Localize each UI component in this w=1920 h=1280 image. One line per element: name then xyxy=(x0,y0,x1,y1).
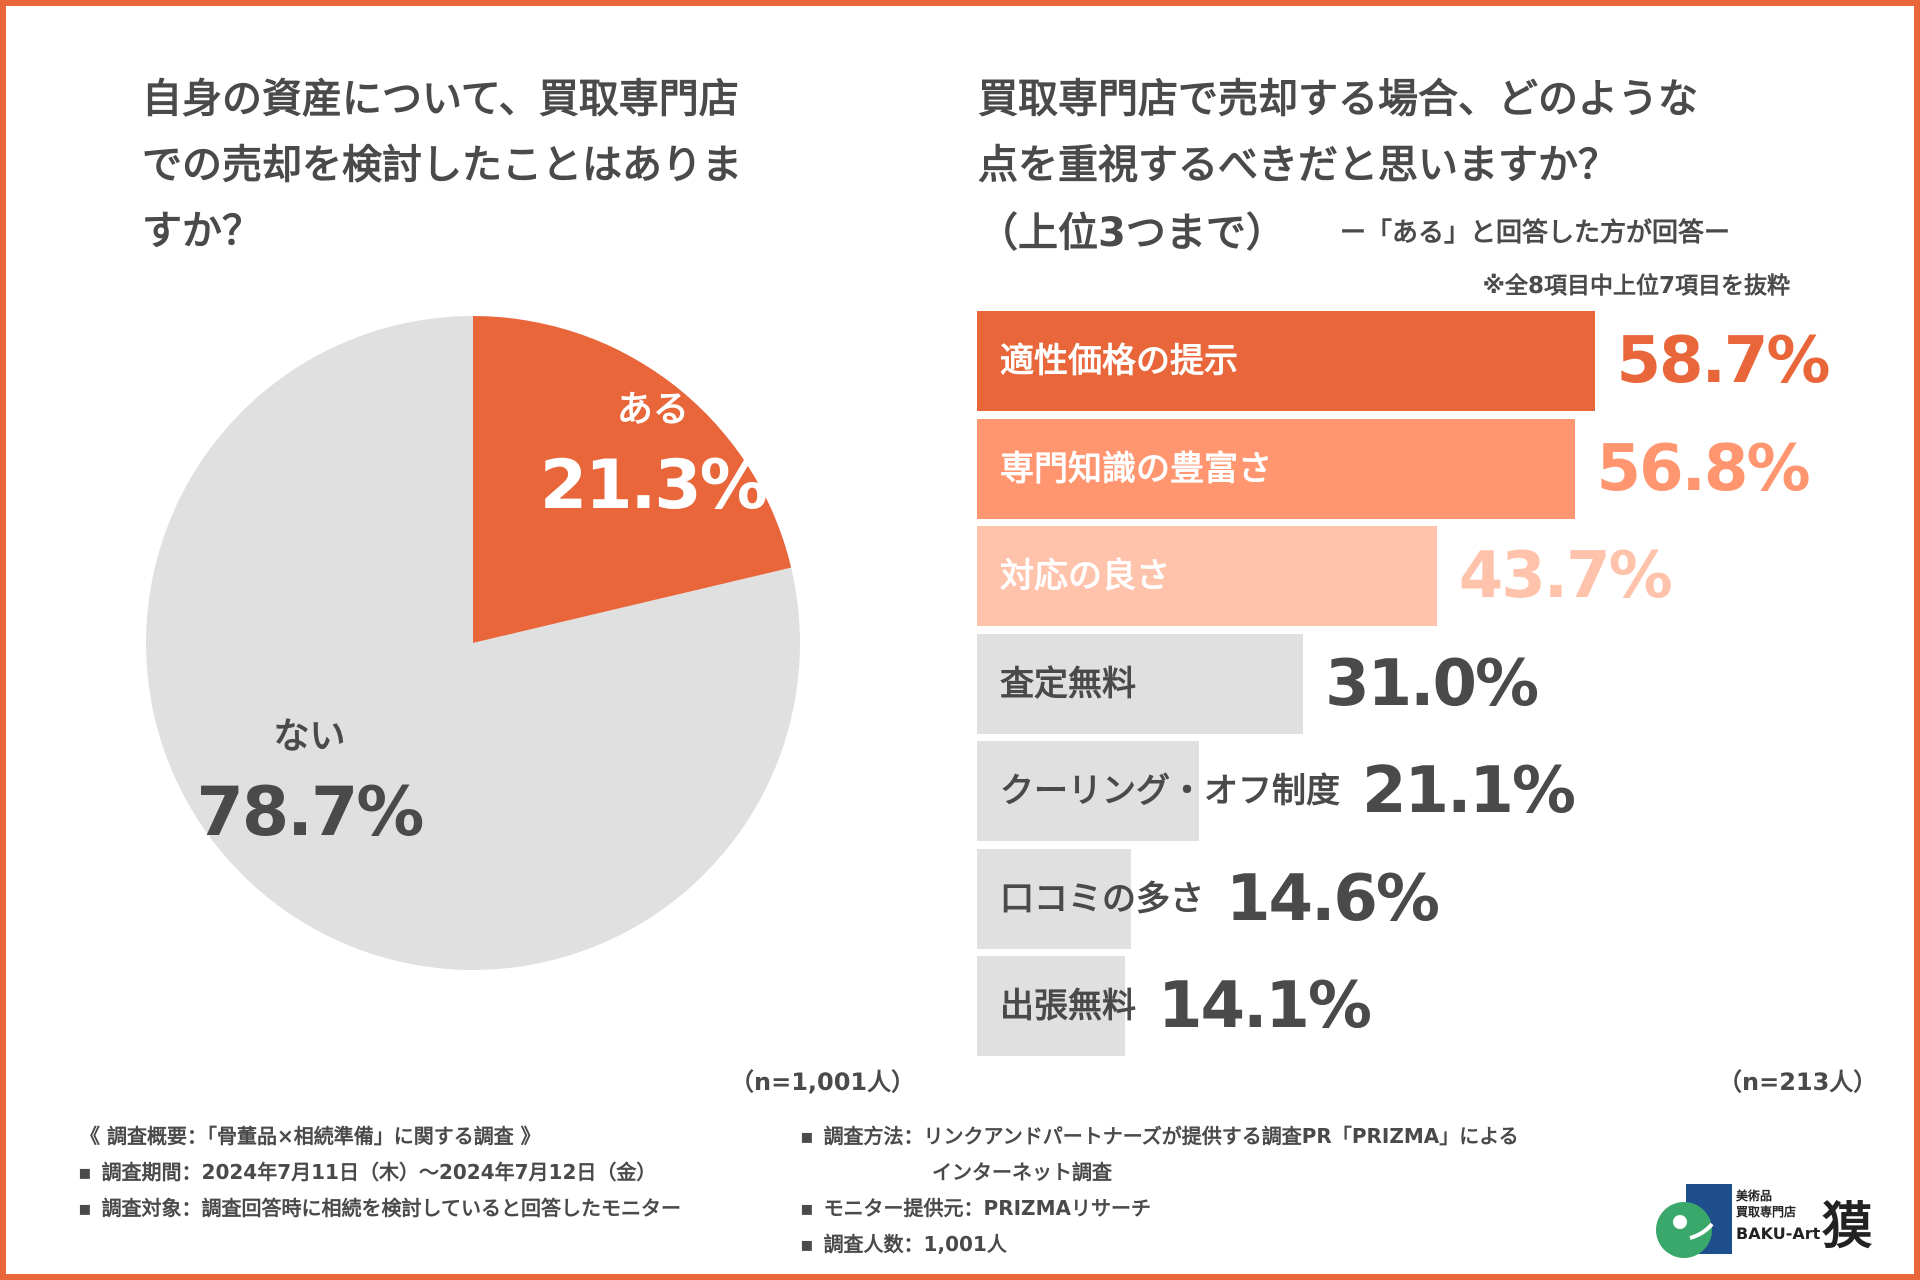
bar-sample-size: （n=213人） xyxy=(1718,1068,1878,1096)
bar-value-6: 14.6% xyxy=(1226,861,1440,936)
right-question-subtitle: （上位3つまで） xyxy=(978,210,1286,256)
bar-3 xyxy=(977,526,1437,626)
pie-value-2: 78.7% xyxy=(197,773,423,852)
pie-label-2: ない xyxy=(273,716,345,757)
survey-count-line: ▪ 調査人数：1,001人 xyxy=(800,1228,1007,1257)
bullet-icon: ▪ xyxy=(78,1160,92,1184)
logo-brand: BAKU-Art xyxy=(1736,1224,1821,1243)
bar-value-1: 58.7% xyxy=(1616,324,1831,398)
right-question-title: 買取専門店で売却する場合、どのような 点を重視するべきだと思いますか？ xyxy=(978,76,1698,188)
bar-6 xyxy=(977,848,1131,949)
survey-provider-line: ▪ モニター提供元：PRIZMAリサーチ xyxy=(800,1192,1151,1221)
bar-value-3: 43.7% xyxy=(1458,539,1673,613)
bar-label-1: 適性価格の提示 xyxy=(1000,341,1238,381)
bar-label-6: 口コミの多さ xyxy=(1000,878,1204,919)
pie-value-1: 21.3% xyxy=(540,446,766,525)
survey-count: 調査人数：1,001人 xyxy=(823,1232,1007,1256)
bullet-icon: ▪ xyxy=(800,1232,814,1256)
bar-label-5: クーリング・オフ制度 xyxy=(1000,771,1340,811)
bar-label-4: 査定無料 xyxy=(1000,663,1136,704)
baku-art-logo: 美術品 買取専門店 BAKU-Art 獏 xyxy=(1650,1180,1872,1260)
pie-sample-size: （n=1,001人） xyxy=(730,1068,916,1096)
logo-text-small: 美術品 買取専門店 xyxy=(1736,1189,1797,1219)
survey-target: 調査対象：調査回答時に相続を検討していると回答したモニター xyxy=(101,1196,681,1220)
pie-slice-1 xyxy=(473,316,792,643)
survey-method-line: ▪ 調査方法：リンクアンドパートナーズが提供する調査PR「PRIZMA」による xyxy=(800,1120,1519,1149)
survey-period: 調査期間：2024年7月11日（木）～2024年7月12日（金） xyxy=(101,1160,657,1184)
bar-4 xyxy=(977,633,1304,734)
bar-7 xyxy=(977,956,1126,1056)
survey-method-continued: インターネット調査 xyxy=(932,1160,1112,1184)
pie-label-1: ある xyxy=(617,389,689,430)
survey-period-line: ▪ 調査期間：2024年7月11日（木）～2024年7月12日（金） xyxy=(78,1156,656,1185)
pie-chart: ある 21.3% ない 78.7% xyxy=(146,316,801,970)
survey-summary: 《 調査概要：「骨董品×相続準備」に関する調査 》 xyxy=(80,1124,541,1148)
bar-label-3: 対応の良さ xyxy=(1000,556,1170,596)
bar-value-7: 14.1% xyxy=(1158,969,1372,1043)
survey-method: 調査方法：リンクアンドパートナーズが提供する調査PR「PRIZMA」による xyxy=(823,1124,1519,1148)
bar-value-2: 56.8% xyxy=(1596,431,1811,506)
left-question-title: 自身の資産について、買取専門店 での売却を検討したことはありま すか？ xyxy=(142,76,742,254)
bullet-icon: ▪ xyxy=(800,1124,814,1148)
bar-value-5: 21.1% xyxy=(1362,754,1576,828)
bar-label-2: 専門知識の豊富さ xyxy=(1000,448,1272,489)
bullet-icon: ▪ xyxy=(78,1196,92,1220)
logo-mark-icon xyxy=(1656,1184,1732,1258)
survey-target-line: ▪ 調査対象：調査回答時に相続を検討していると回答したモニター xyxy=(78,1192,681,1221)
bar-label-7: 出張無料 xyxy=(1000,986,1136,1026)
bar-2 xyxy=(977,418,1575,519)
bar-value-4: 31.0% xyxy=(1325,646,1539,721)
respondents-note: ー「ある」と回答した方が回答ー xyxy=(1340,218,1731,248)
excerpt-note: ※全8項目中上位7項目を抜粋 xyxy=(1482,273,1790,299)
bullet-icon: ▪ xyxy=(800,1196,814,1220)
pie-slice-2 xyxy=(146,316,801,970)
logo-kanji: 獏 xyxy=(1822,1197,1872,1255)
bar-1 xyxy=(977,311,1595,411)
survey-provider: モニター提供元：PRIZMAリサーチ xyxy=(823,1196,1151,1220)
bar-5 xyxy=(977,741,1199,841)
